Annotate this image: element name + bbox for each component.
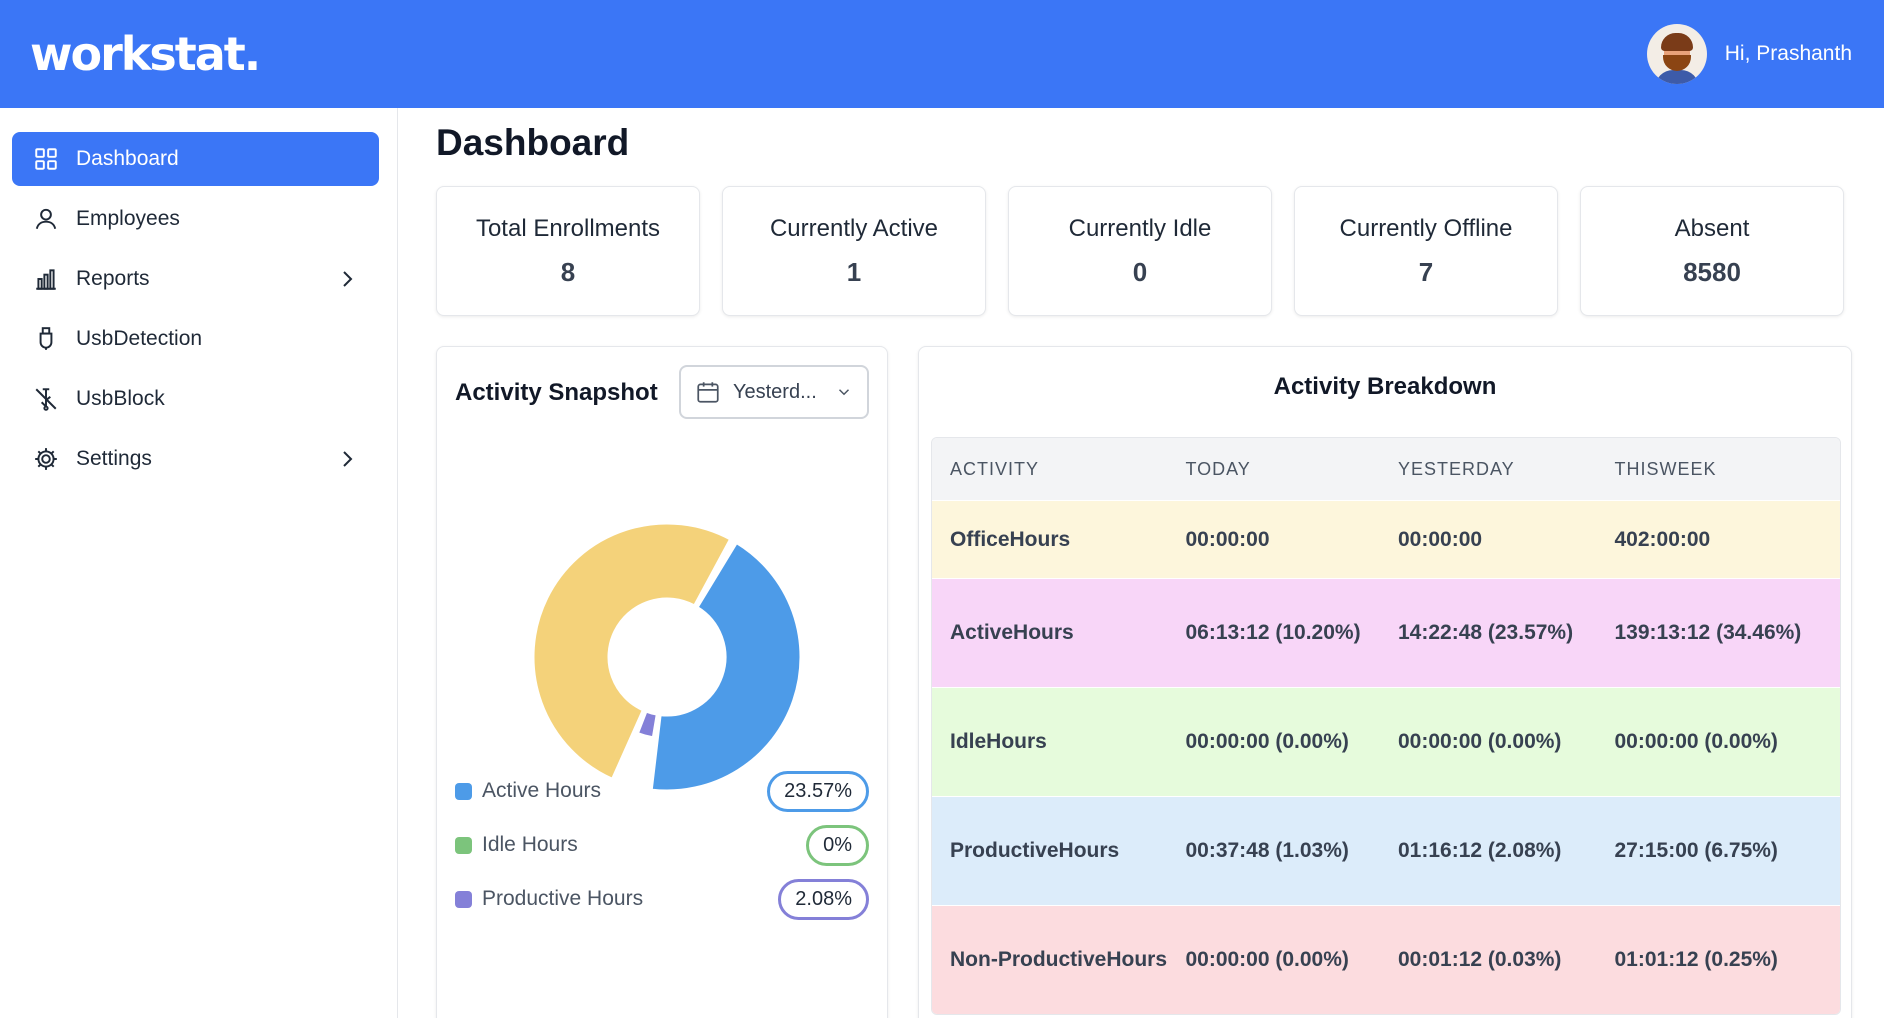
cell-yesterday: 00:00:00 — [1397, 527, 1483, 551]
stat-card-currently-active[interactable]: Currently Active 1 — [722, 186, 986, 316]
stat-card-currently-idle[interactable]: Currently Idle 0 — [1008, 186, 1272, 316]
usb-icon — [32, 325, 60, 353]
table-header-row: ACTIVITY TODAY YESTERDAY THISWEEK — [932, 438, 1840, 500]
stat-value: 8580 — [1683, 257, 1741, 287]
cell-activity: Non-ProductiveHours — [950, 948, 1168, 971]
sidebar-item-label: UsbBlock — [76, 387, 165, 410]
donut-slice-productive-hours[interactable] — [635, 709, 659, 740]
sidebar-item-label: Reports — [76, 267, 150, 290]
legend-swatch — [455, 890, 472, 908]
cell-thisweek: 00:00:00 (0.00%) — [1614, 730, 1778, 753]
chevron-right-icon[interactable] — [335, 267, 359, 291]
page-title: Dashboard — [436, 122, 630, 163]
legend-value-badge: 2.08% — [778, 878, 869, 920]
legend-swatch — [455, 836, 472, 854]
table-row: OfficeHours 00:00:00 00:00:00 402:00:00 — [932, 500, 1840, 578]
column-header-activity: ACTIVITY — [950, 458, 1040, 479]
avatar-icon[interactable] — [1646, 24, 1707, 84]
activity-breakdown-card: Activity Breakdown ACTIVITY TODAY YESTER… — [918, 346, 1852, 1018]
column-header-today: TODAY — [1185, 458, 1251, 479]
cell-today: 00:00:00 — [1185, 527, 1270, 551]
cell-thisweek: 139:13:12 (34.46%) — [1614, 621, 1802, 644]
donut-slice-active-hours[interactable] — [649, 540, 803, 793]
sidebar-item-label: UsbDetection — [76, 327, 203, 350]
legend-item-productive-hours[interactable]: Productive Hours 2.08% — [455, 877, 869, 921]
column-header-yesterday: YESTERDAY — [1397, 458, 1515, 479]
stat-label: Currently Idle — [1068, 215, 1212, 242]
sidebar-item-dashboard[interactable]: Dashboard — [12, 132, 379, 186]
user-greeting: Hi, Prashanth — [1724, 42, 1852, 65]
sidebar-item-label: Employees — [76, 207, 180, 230]
legend-value-badge: 23.57% — [767, 770, 869, 812]
sidebar-item-employees[interactable]: Employees — [12, 192, 379, 246]
donut-slice-other[interactable] — [531, 521, 733, 781]
calendar-icon — [697, 382, 719, 403]
logo[interactable]: workstat. — [30, 27, 261, 81]
snapshot-title: Activity Snapshot — [455, 379, 658, 406]
chevron-down-icon — [838, 389, 850, 396]
cell-thisweek: 27:15:00 (6.75%) — [1614, 839, 1778, 862]
table-row: ProductiveHours 00:37:48 (1.03%) 01:16:1… — [932, 796, 1840, 905]
sidebar-item-usbblock[interactable]: UsbBlock — [12, 372, 379, 426]
gear-icon — [32, 445, 60, 473]
stat-label: Currently Active — [769, 215, 939, 242]
user-icon — [32, 205, 60, 233]
cell-activity: OfficeHours — [950, 527, 1071, 551]
cell-yesterday: 14:22:48 (23.57%) — [1397, 621, 1574, 644]
date-range-value: Yesterd... — [733, 380, 817, 403]
activity-donut-chart — [531, 521, 803, 793]
table-row: ActiveHours 06:13:12 (10.20%) 14:22:48 (… — [932, 578, 1840, 687]
stat-value: 1 — [846, 257, 862, 287]
stat-value: 7 — [1418, 257, 1434, 287]
legend-item-idle-hours[interactable]: Idle Hours 0% — [455, 823, 869, 867]
cell-today: 00:00:00 (0.00%) — [1185, 730, 1349, 753]
sidebar-item-label: Dashboard — [76, 147, 179, 170]
cell-today: 06:13:12 (10.20%) — [1185, 621, 1361, 644]
chevron-right-icon[interactable] — [335, 447, 359, 471]
cell-today: 00:37:48 (1.03%) — [1185, 839, 1349, 862]
table-row: Non-ProductiveHours 00:00:00 (0.00%) 00:… — [932, 905, 1840, 1014]
cell-activity: ActiveHours — [950, 621, 1074, 644]
sidebar: Dashboard Employees Reports UsbDetection… — [0, 108, 398, 1018]
user-menu[interactable]: Hi, Prashanth — [1646, 24, 1852, 84]
breakdown-title: Activity Breakdown — [1273, 373, 1497, 400]
stat-label: Absent — [1674, 215, 1750, 242]
cell-thisweek: 01:01:12 (0.25%) — [1614, 948, 1778, 971]
stat-card-total-enrollments[interactable]: Total Enrollments 8 — [436, 186, 700, 316]
legend-label: Productive Hours — [482, 887, 644, 910]
stat-label: Currently Offline — [1339, 215, 1513, 242]
stat-value: 8 — [560, 257, 576, 287]
legend-value-badge: 0% — [806, 824, 869, 866]
stat-card-absent[interactable]: Absent 8580 — [1580, 186, 1844, 316]
legend-label: Active Hours — [482, 779, 602, 802]
cell-today: 00:00:00 (0.00%) — [1185, 948, 1349, 971]
cell-activity: ProductiveHours — [950, 839, 1120, 862]
sidebar-item-label: Settings — [76, 447, 152, 470]
date-range-select[interactable]: Yesterd... — [679, 365, 869, 419]
grid-icon — [32, 145, 60, 173]
breakdown-table: ACTIVITY TODAY YESTERDAY THISWEEK Office… — [931, 437, 1841, 1015]
stat-value: 0 — [1132, 257, 1148, 287]
sidebar-item-settings[interactable]: Settings — [12, 432, 379, 486]
stat-label: Total Enrollments — [475, 215, 661, 242]
bar-chart-icon — [32, 265, 60, 293]
cell-yesterday: 00:01:12 (0.03%) — [1397, 948, 1562, 971]
legend-swatch — [455, 782, 472, 800]
cell-yesterday: 01:16:12 (2.08%) — [1397, 839, 1562, 862]
cell-activity: IdleHours — [950, 730, 1047, 753]
column-header-thisweek: THISWEEK — [1614, 458, 1717, 479]
cell-yesterday: 00:00:00 (0.00%) — [1397, 730, 1562, 753]
table-row: IdleHours 00:00:00 (0.00%) 00:00:00 (0.0… — [932, 687, 1840, 796]
sidebar-item-reports[interactable]: Reports — [12, 252, 379, 306]
legend-item-active-hours[interactable]: Active Hours 23.57% — [455, 769, 869, 813]
activity-snapshot-card: Activity Snapshot Yesterd... Active Hour… — [436, 346, 888, 1018]
sidebar-item-usbdetection[interactable]: UsbDetection — [12, 312, 379, 366]
top-header: workstat. Hi, Prashanth — [0, 0, 1884, 108]
cell-thisweek: 402:00:00 — [1614, 527, 1711, 551]
stat-card-currently-offline[interactable]: Currently Offline 7 — [1294, 186, 1558, 316]
usb-block-icon — [32, 385, 60, 413]
legend-label: Idle Hours — [482, 833, 578, 856]
